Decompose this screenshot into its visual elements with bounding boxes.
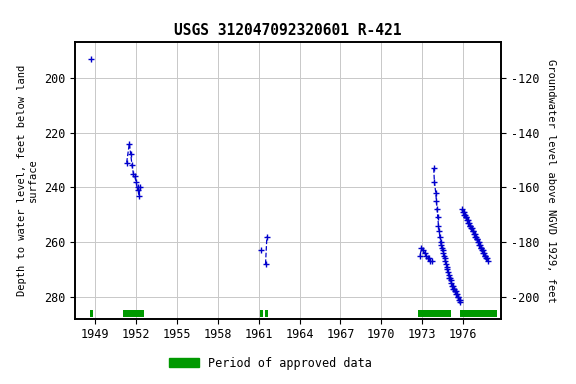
Legend: Period of approved data: Period of approved data [165,352,377,374]
Bar [418,310,451,317]
Title: USGS 312047092320601 R-421: USGS 312047092320601 R-421 [175,23,401,38]
Y-axis label: Depth to water level, feet below land
surface: Depth to water level, feet below land su… [17,65,38,296]
Bar [265,310,268,317]
Bar [123,310,145,317]
Bar [460,310,497,317]
Bar [260,310,263,317]
Bar [90,310,93,317]
Y-axis label: Groundwater level above NGVD 1929, feet: Groundwater level above NGVD 1929, feet [546,59,556,302]
